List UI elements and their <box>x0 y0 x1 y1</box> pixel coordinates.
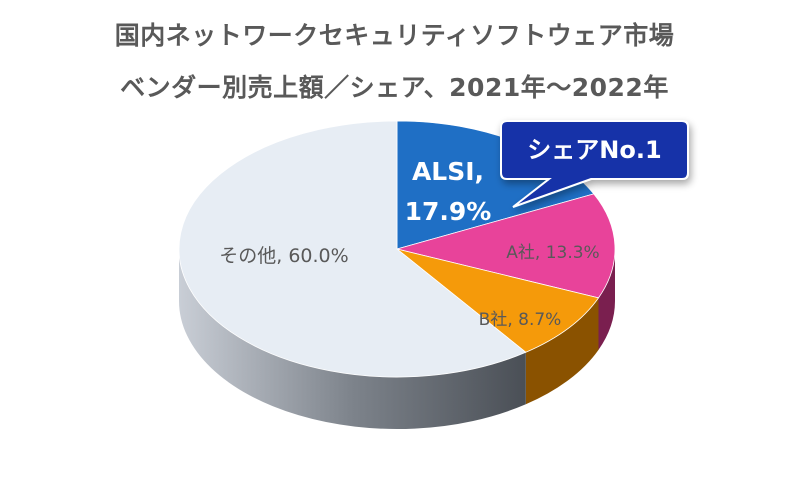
chart-title: 国内ネットワークセキュリティソフトウェア市場 <box>114 21 675 50</box>
pie-top <box>178 120 616 378</box>
chart-subtitle: ベンダー別売上額／シェア、2021年～2022年 <box>120 73 669 102</box>
pie-labels: ALSI, 17.9% A社, 13.3% B社, 8.7% その他, 60.0% <box>219 157 599 330</box>
callout-bubble <box>500 120 689 208</box>
pie-slice-1 <box>395 193 616 299</box>
pie-slice-3 <box>178 120 527 378</box>
slice-label-1: A社, 13.3% <box>506 243 599 263</box>
slice-label-2: B社, 8.7% <box>479 310 562 330</box>
pie-side-3 <box>179 249 526 429</box>
pie-side-2 <box>525 297 599 405</box>
slice-label-0-value: 17.9% <box>405 197 492 226</box>
share-callout: シェアNo.1 <box>500 120 689 208</box>
callout-text: シェアNo.1 <box>527 136 661 164</box>
slice-label-0: ALSI, <box>412 157 484 186</box>
slice-label-3: その他, 60.0% <box>219 245 348 267</box>
pie-slice-2 <box>396 248 600 353</box>
